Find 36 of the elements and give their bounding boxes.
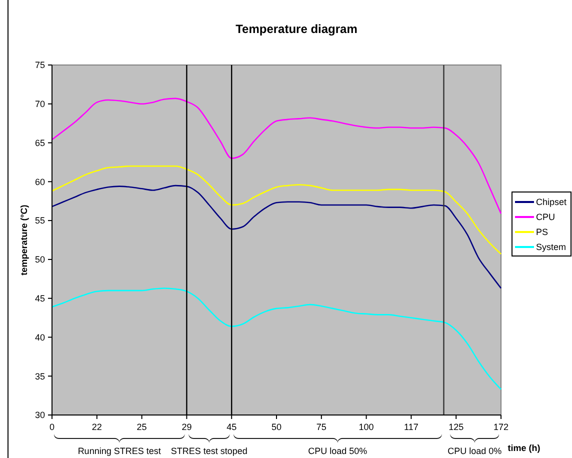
legend-label: System	[536, 242, 566, 252]
legend-label: PS	[536, 227, 548, 238]
x-tick-label: 45	[226, 422, 237, 432]
y-tick-label: 75	[34, 60, 45, 70]
text: CPU load 50%	[308, 446, 368, 456]
x-tick-label: 117	[404, 422, 418, 432]
line-series	[51, 165, 502, 255]
y-tick-label: 60	[34, 176, 45, 187]
legend-label: CPU	[536, 212, 556, 222]
text: STRES test stoped	[170, 446, 248, 456]
x-tick-label: 29	[182, 422, 192, 432]
x-tick-label: 50	[271, 422, 282, 432]
y-tick-label: 35	[34, 371, 45, 382]
y-tick-label: 70	[34, 99, 45, 110]
legend-label: Chipset	[536, 197, 568, 208]
line-series	[51, 288, 502, 390]
y-axis-title: temperature (°C)	[19, 204, 29, 276]
y-tick-label: 40	[34, 332, 45, 342]
x-tick-label: 22	[92, 422, 102, 432]
x-tick-label: 100	[358, 422, 374, 432]
y-tick-label: 45	[34, 293, 45, 304]
x-tick-label: 125	[448, 422, 464, 432]
y-tick-label: 55	[34, 216, 45, 226]
y-tick-label: 50	[34, 254, 45, 265]
x-tick-label: 75	[316, 422, 326, 432]
text: Running STRES test	[78, 446, 162, 456]
x-tick-label: 172	[493, 422, 509, 432]
line-series	[51, 98, 502, 214]
chart-title: Temperature diagram	[236, 22, 358, 36]
y-tick-label: 30	[34, 410, 45, 420]
text: CPU load 0%	[448, 446, 502, 456]
y-tick-label: 65	[34, 138, 45, 148]
x-tick-label: 25	[136, 422, 147, 432]
line-series	[51, 184, 502, 289]
x-axis-title: time (h)	[508, 443, 540, 453]
x-tick-label: 0	[49, 422, 55, 432]
